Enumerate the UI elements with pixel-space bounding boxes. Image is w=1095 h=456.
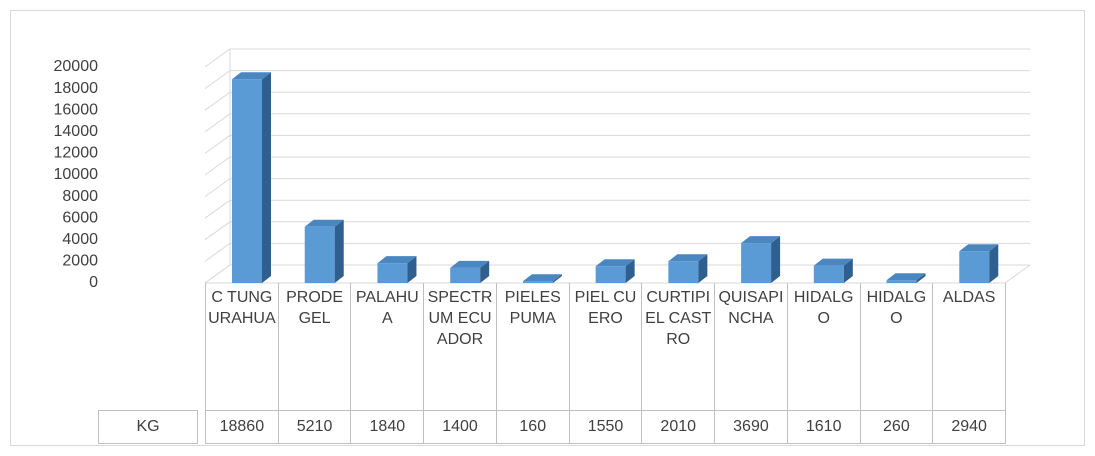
category-label: PIELES PUMA	[495, 283, 569, 410]
legend-entry: KG	[98, 410, 198, 444]
bar-front	[232, 79, 262, 283]
bar-front	[450, 267, 481, 283]
bar	[450, 260, 490, 283]
bar-front	[595, 266, 626, 283]
bar-side	[916, 273, 926, 283]
table-value: 1610	[786, 410, 860, 444]
category-label: QUISAPINCHA	[714, 283, 787, 410]
grid-line	[204, 134, 1030, 154]
bar-front	[741, 243, 772, 283]
bar-front	[813, 265, 844, 283]
grid-line	[204, 178, 1030, 198]
y-tick-label: 8000	[62, 188, 98, 205]
bar	[232, 72, 271, 283]
bar-side	[552, 274, 562, 283]
bar-top	[377, 256, 417, 264]
category-label: SPECTRUM ECUADOR	[423, 283, 496, 410]
table-value: 160	[495, 410, 569, 444]
bar-front	[886, 280, 917, 283]
bar-side	[262, 72, 271, 283]
table-value: 18860	[205, 410, 278, 444]
table-value: 2010	[641, 410, 715, 444]
category-label: HIDALGO	[859, 283, 933, 410]
bar-top	[522, 274, 562, 282]
bar-top	[959, 244, 999, 252]
category-label: CURTIPIEL CASTRO	[641, 283, 714, 410]
bar-top	[741, 236, 781, 244]
grid-line	[204, 48, 1030, 68]
category-label: HIDALGO	[786, 283, 860, 410]
bar-side	[698, 254, 708, 283]
grid-line	[204, 113, 1030, 133]
bar	[304, 219, 344, 283]
bar-side	[771, 236, 781, 283]
grid-line	[204, 91, 1030, 111]
table-value: 5210	[277, 410, 351, 444]
bar	[959, 244, 999, 283]
bar	[813, 258, 853, 283]
bar	[377, 256, 417, 283]
table-value: 1840	[350, 410, 424, 444]
y-tick-label: 0	[89, 274, 98, 291]
table-value: 3690	[714, 410, 787, 444]
y-tick-label: 16000	[54, 101, 99, 118]
grid-line	[204, 199, 1030, 219]
bar	[741, 236, 781, 283]
y-tick-label: 18000	[54, 80, 99, 97]
bar-side	[625, 259, 635, 283]
bar-front	[522, 281, 553, 283]
bar-side	[989, 244, 999, 283]
grid-line	[204, 156, 1030, 176]
bar-top	[232, 72, 271, 80]
bar	[595, 259, 635, 283]
table-value: 1550	[568, 410, 642, 444]
bar-top	[595, 259, 635, 267]
bar-top	[886, 273, 926, 281]
table-edge	[1005, 283, 1006, 444]
bar-top	[813, 258, 853, 266]
y-tick-label: 20000	[54, 58, 99, 75]
bar-side	[407, 256, 417, 283]
bar-top	[450, 260, 490, 268]
table-value: 1400	[423, 410, 496, 444]
table-value: 2940	[932, 410, 1005, 444]
bar-side	[843, 258, 853, 283]
category-label: PRODEGEL	[277, 283, 351, 410]
bar-top	[668, 254, 708, 262]
bar-top	[304, 219, 344, 227]
table-value: 260	[859, 410, 933, 444]
bar	[886, 273, 926, 283]
bar	[522, 274, 562, 283]
y-tick-label: 14000	[54, 123, 99, 140]
y-tick-label: 6000	[62, 209, 98, 226]
chart-frame	[10, 10, 1085, 446]
bar-front	[304, 226, 335, 283]
bar-side	[334, 219, 344, 283]
y-tick-label: 2000	[62, 253, 98, 270]
category-label: PIEL CUERO	[568, 283, 642, 410]
bar-front	[377, 263, 408, 283]
category-label: C TUNGURAHUA	[205, 283, 278, 410]
y-tick-label: 12000	[54, 145, 99, 162]
bar-front	[668, 261, 699, 283]
grid-line	[204, 70, 1030, 90]
y-tick-label: 10000	[54, 166, 99, 183]
category-label: PALAHUA	[350, 283, 423, 410]
y-tick-label: 4000	[62, 231, 98, 248]
grid-line	[204, 221, 1030, 241]
category-label: ALDAS	[932, 283, 1005, 410]
bar-front	[959, 251, 990, 283]
bar	[668, 254, 708, 283]
bar-side	[480, 260, 490, 283]
